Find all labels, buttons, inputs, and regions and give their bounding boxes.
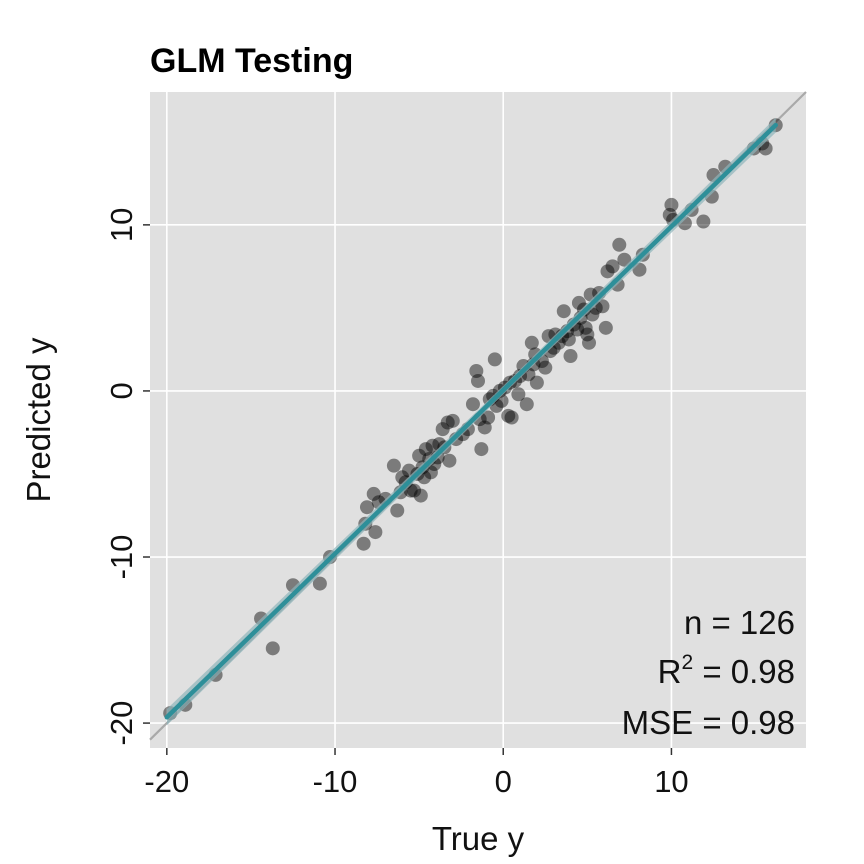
data-point xyxy=(524,335,539,350)
data-point xyxy=(578,320,593,335)
data-point xyxy=(440,415,455,430)
x-tick-label-10: 10 xyxy=(654,764,688,799)
data-point xyxy=(469,364,484,379)
x-tick-label-neg10: -10 xyxy=(313,764,358,799)
data-point xyxy=(556,304,571,319)
axis-ticks xyxy=(143,224,673,755)
r2-annotation: R2 = 0.98 xyxy=(658,651,795,690)
data-point xyxy=(519,397,534,412)
data-point xyxy=(595,299,610,314)
data-point xyxy=(598,320,613,335)
data-point xyxy=(435,422,450,437)
y-tick-label-neg10: -10 xyxy=(104,535,139,580)
data-point xyxy=(413,488,428,503)
data-point xyxy=(696,214,711,229)
mse-annotation: MSE = 0.98 xyxy=(622,704,795,741)
fit-line xyxy=(164,122,778,720)
data-point xyxy=(368,525,383,540)
y-tick-label-0: 0 xyxy=(104,382,139,399)
data-point xyxy=(390,503,405,518)
data-point xyxy=(664,197,679,212)
data-point xyxy=(477,420,492,435)
x-tick-label-neg20: -20 xyxy=(144,764,189,799)
grid-lines xyxy=(150,92,806,748)
data-point xyxy=(501,408,516,423)
data-point xyxy=(412,448,427,463)
data-point xyxy=(366,486,381,501)
r2-superscript: 2 xyxy=(681,651,693,674)
data-point xyxy=(662,207,677,222)
data-point xyxy=(563,349,578,364)
data-point xyxy=(612,237,627,252)
data-point xyxy=(312,576,327,591)
data-point xyxy=(465,397,480,412)
data-point xyxy=(580,327,595,342)
fit-line-group xyxy=(164,117,778,726)
data-point xyxy=(538,360,553,375)
data-point xyxy=(605,259,620,274)
y-tick-label-neg20: -20 xyxy=(104,701,139,746)
r2-value: = 0.98 xyxy=(693,653,795,690)
data-point xyxy=(561,332,576,347)
data-point xyxy=(582,335,597,350)
data-point xyxy=(529,375,544,390)
data-point xyxy=(471,373,485,388)
data-point xyxy=(425,438,440,453)
data-point xyxy=(407,483,422,498)
data-point xyxy=(356,536,371,551)
x-axis-title: True y xyxy=(432,820,525,857)
data-point xyxy=(487,352,502,367)
data-point xyxy=(442,453,457,468)
data-point xyxy=(504,410,519,425)
x-tick-label-0: 0 xyxy=(495,764,512,799)
n-annotation: n = 126 xyxy=(684,604,795,641)
y-axis-title: Predicted y xyxy=(20,337,57,503)
data-point xyxy=(474,442,489,457)
data-point xyxy=(386,458,401,473)
data-point xyxy=(265,641,280,656)
data-point xyxy=(600,264,615,279)
data-point xyxy=(445,413,460,428)
data-point xyxy=(571,295,586,310)
data-point xyxy=(359,500,374,515)
data-point xyxy=(418,442,433,457)
data-point xyxy=(481,410,496,425)
data-point xyxy=(617,252,632,267)
chart-title: GLM Testing xyxy=(150,42,353,80)
data-point xyxy=(511,387,526,402)
y-tick-label-10: 10 xyxy=(104,208,139,242)
r2-letter: R xyxy=(658,653,682,690)
